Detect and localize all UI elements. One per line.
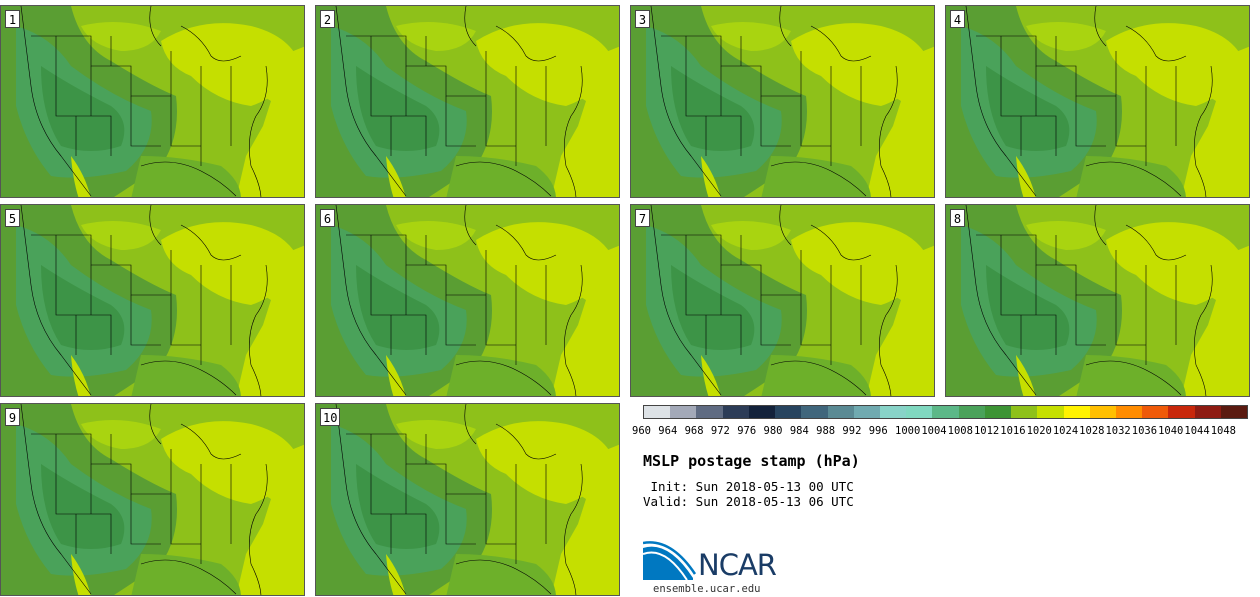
colorbar-segment xyxy=(1011,406,1038,418)
map-stamp-5: 5 xyxy=(0,204,305,397)
colorbar-tick-label: 992 xyxy=(842,425,862,437)
stamp-number: 7 xyxy=(635,209,650,227)
stamp-number: 2 xyxy=(320,10,335,28)
colorbar-tick-label: 968 xyxy=(684,425,704,437)
map-stamp-9: 9 xyxy=(0,403,305,596)
colorbar-segment xyxy=(1115,406,1143,418)
init-time: Init: Sun 2018-05-13 00 UTC xyxy=(643,479,854,494)
stamp-number: 1 xyxy=(5,10,20,28)
colorbar-tick-label: 988 xyxy=(816,425,836,437)
colorbar-tick-label: 1024 xyxy=(1052,425,1079,437)
map-stamp-8: 8 xyxy=(945,204,1250,397)
colorbar-tick-label: 1000 xyxy=(895,425,921,437)
stamp-number: 6 xyxy=(320,209,335,227)
colorbar-segment xyxy=(670,406,697,418)
colorbar-segment xyxy=(1168,406,1195,418)
stamp-number: 5 xyxy=(5,209,20,227)
stamp-number: 10 xyxy=(320,408,341,426)
colorbar-tick-label: 996 xyxy=(868,425,888,437)
site-url: ensemble.ucar.edu xyxy=(653,583,761,595)
colorbar-segment xyxy=(932,406,959,418)
colorbar-labels: 960 964 968 972 976 980 984 988 992 996 1000 1004 10… xyxy=(632,425,1252,439)
colorbar-segment xyxy=(801,406,828,418)
colorbar-tick-label: 1028 xyxy=(1079,425,1105,437)
colorbar-tick-label: 1008 xyxy=(947,425,973,437)
stamp-number: 9 xyxy=(5,408,20,426)
colorbar-tick-label: 1040 xyxy=(1158,425,1184,437)
ncar-logo: NCAR xyxy=(642,540,793,585)
colorbar-segment xyxy=(984,406,1012,418)
stamp-number: 8 xyxy=(950,209,965,227)
colorbar-segment xyxy=(1037,406,1064,418)
colorbar-tick-label: 964 xyxy=(658,425,678,437)
stamp-number: 3 xyxy=(635,10,650,28)
colorbar-segment xyxy=(644,406,671,418)
colorbar-segment xyxy=(827,406,854,418)
colorbar-segment xyxy=(722,406,749,418)
map-stamp-6: 6 xyxy=(315,204,620,397)
map-stamp-1: 1 xyxy=(0,5,305,198)
colorbar-segment xyxy=(775,406,802,418)
colorbar-segment xyxy=(853,406,880,418)
colorbar-tick-label: 972 xyxy=(710,425,730,437)
colorbar-tick-label: 1020 xyxy=(1026,425,1052,437)
colorbar-segment xyxy=(696,406,723,418)
colorbar-tick-label: 960 xyxy=(632,425,651,437)
colorbar-segment xyxy=(958,406,985,418)
logo-text: NCAR xyxy=(698,548,777,582)
colorbar-tick-label: 1048 xyxy=(1210,425,1236,437)
colorbar-tick-label: 1044 xyxy=(1184,425,1210,437)
map-stamp-7: 7 xyxy=(630,204,935,397)
map-stamp-4: 4 xyxy=(945,5,1250,198)
page-title: MSLP postage stamp (hPa) xyxy=(643,452,860,470)
stamp-number: 4 xyxy=(950,10,965,28)
colorbar-tick-label: 1036 xyxy=(1131,425,1158,437)
colorbar-segment xyxy=(879,406,907,418)
colorbar-segment xyxy=(1194,406,1221,418)
colorbar-segment xyxy=(1142,406,1169,418)
colorbar xyxy=(643,405,1248,419)
map-stamp-3: 3 xyxy=(630,5,935,198)
ncar-logo-icon xyxy=(642,541,697,581)
colorbar-segment xyxy=(906,406,933,418)
colorbar-segment xyxy=(1220,406,1248,418)
colorbar-tick-label: 980 xyxy=(763,425,783,437)
colorbar-tick-label: 1012 xyxy=(973,425,1000,437)
valid-time: Valid: Sun 2018-05-13 06 UTC xyxy=(643,494,854,509)
colorbar-tick-label: 984 xyxy=(789,425,809,437)
colorbar-tick-label: 1004 xyxy=(921,425,947,437)
colorbar-segment xyxy=(1063,406,1090,418)
colorbar-segment xyxy=(748,406,776,418)
colorbar-segment xyxy=(1089,406,1116,418)
colorbar-tick-label: 1016 xyxy=(1000,425,1026,437)
colorbar-tick-label: 1032 xyxy=(1105,425,1131,437)
colorbar-tick-label: 976 xyxy=(737,425,757,437)
map-stamp-10: 10 xyxy=(315,403,620,596)
map-stamp-2: 2 xyxy=(315,5,620,198)
